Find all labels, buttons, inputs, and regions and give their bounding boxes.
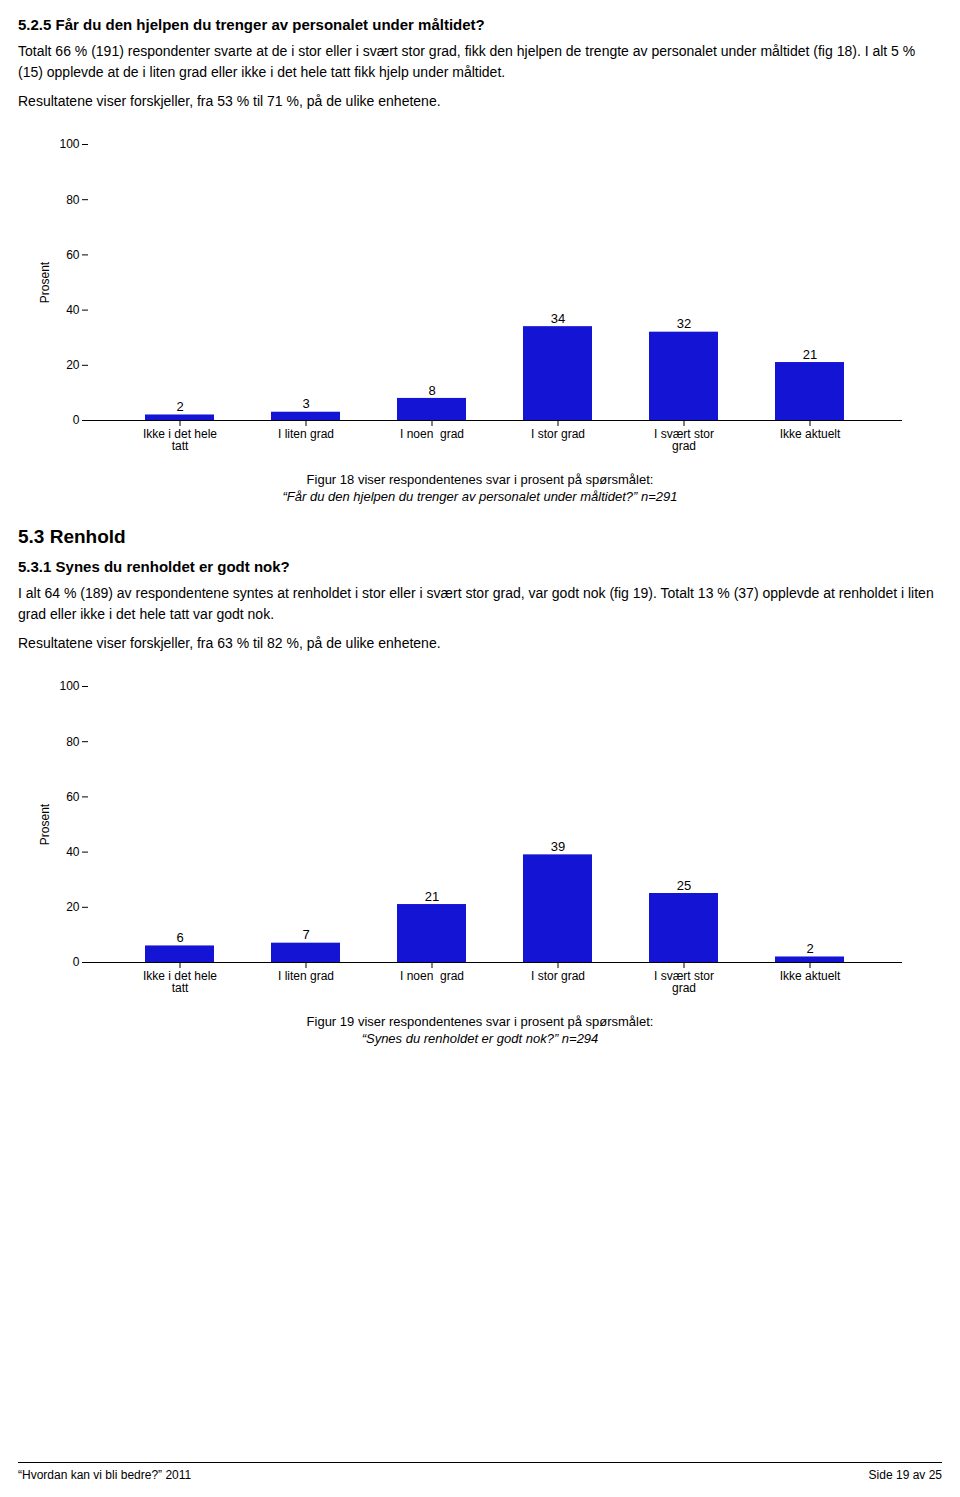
html-text:“Får du den hjelpen du trenger: “Får du den hjelpen du trenger av person… [282, 489, 678, 504]
svg-text:20: 20 [66, 358, 80, 372]
svg-text:0: 0 [73, 955, 80, 969]
svg-text:25: 25 [677, 878, 691, 893]
html-text:Resultatene viser forskjeller,: Resultatene viser forskjeller, fra 63 % … [18, 635, 441, 651]
html-text:5.3.1 Synes du renholdet er go: 5.3.1 Synes du renholdet er godt nok? [18, 558, 290, 575]
svg-text:21: 21 [803, 347, 817, 362]
svg-text:60: 60 [66, 790, 80, 804]
svg-text:21: 21 [425, 889, 439, 904]
html-text:Figur 18 viser respondentenes: Figur 18 viser respondentenes svar i pro… [306, 472, 654, 487]
svg-text:2: 2 [806, 941, 813, 956]
svg-text:40: 40 [66, 845, 80, 859]
svg-text:I noen grad: I noen grad [400, 969, 464, 983]
html-text:Side 19 av 25: Side 19 av 25 [868, 1468, 942, 1482]
svg-text:Ikke aktuelt: Ikke aktuelt [780, 969, 841, 983]
svg-text:100: 100 [59, 679, 79, 693]
svg-text:0: 0 [73, 413, 80, 427]
svg-text:20: 20 [66, 900, 80, 914]
svg-text:2: 2 [176, 399, 183, 414]
svg-text:Ikke i det heletatt: Ikke i det heletatt [143, 427, 217, 453]
html-text:5.2.5 Får du den hjelpen du tr: 5.2.5 Får du den hjelpen du trenger av p… [18, 16, 485, 33]
svg-text:8: 8 [428, 383, 435, 398]
svg-text:I liten grad: I liten grad [278, 427, 334, 441]
html-text:“Hvordan kan vi bli bedre?” 20: “Hvordan kan vi bli bedre?” 2011 [18, 1468, 192, 1482]
html-text:I alt 64 % (189) av respondent: I alt 64 % (189) av respondentene syntes… [18, 585, 934, 622]
svg-text:Prosent: Prosent [38, 261, 52, 303]
svg-text:32: 32 [677, 316, 691, 331]
svg-text:Prosent: Prosent [38, 803, 52, 845]
svg-text:Ikke i det heletatt: Ikke i det heletatt [143, 969, 217, 995]
svg-text:I svært storgrad: I svært storgrad [654, 969, 714, 995]
svg-text:6: 6 [176, 930, 183, 945]
html-text:5.3 Renhold: 5.3 Renhold [18, 526, 126, 547]
svg-text:34: 34 [551, 311, 565, 326]
svg-text:3: 3 [302, 396, 309, 411]
svg-text:Ikke aktuelt: Ikke aktuelt [780, 427, 841, 441]
svg-text:60: 60 [66, 248, 80, 262]
svg-text:100: 100 [59, 137, 79, 151]
svg-text:I liten grad: I liten grad [278, 969, 334, 983]
html-text:Totalt 66 % (191) respondenter: Totalt 66 % (191) respondenter svarte at… [18, 43, 916, 80]
svg-text:I svært storgrad: I svært storgrad [654, 427, 714, 453]
html-text:Figur 19 viser respondentenes: Figur 19 viser respondentenes svar i pro… [306, 1014, 654, 1029]
html-text:“Synes du renholdet er godt no: “Synes du renholdet er godt nok?” n=294 [361, 1031, 599, 1046]
svg-text:I stor grad: I stor grad [531, 969, 585, 983]
svg-text:I stor grad: I stor grad [531, 427, 585, 441]
svg-text:40: 40 [66, 303, 80, 317]
svg-text:39: 39 [551, 839, 565, 854]
svg-text:7: 7 [302, 927, 309, 942]
svg-text:80: 80 [66, 735, 80, 749]
svg-text:I noen grad: I noen grad [400, 427, 464, 441]
html-text:Resultatene viser forskjeller,: Resultatene viser forskjeller, fra 53 % … [18, 93, 441, 109]
svg-text:80: 80 [66, 193, 80, 207]
